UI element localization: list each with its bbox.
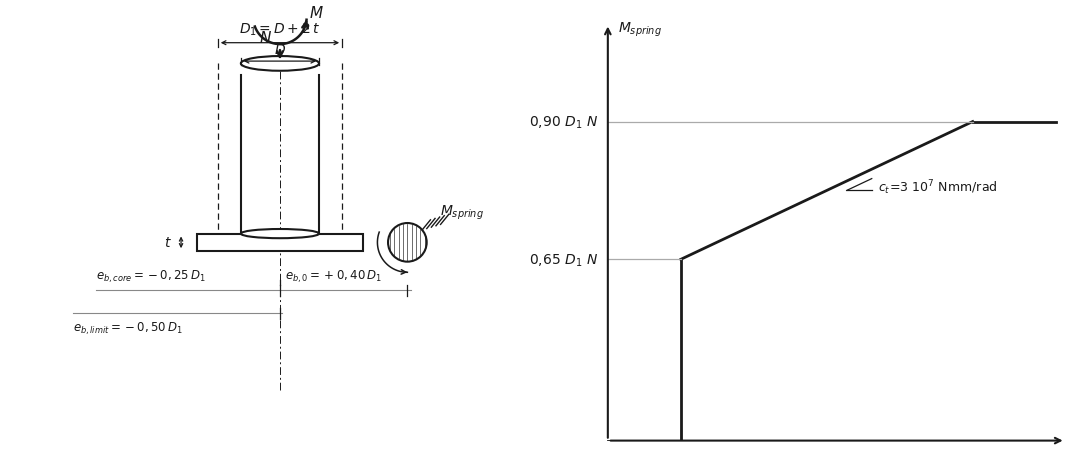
- Text: $N$: $N$: [259, 30, 272, 46]
- Text: $0{,}90\ D_1\ N$: $0{,}90\ D_1\ N$: [529, 114, 598, 130]
- Text: $c_t\!=\!3\ 10^7\ \mathrm{Nmm/rad}$: $c_t\!=\!3\ 10^7\ \mathrm{Nmm/rad}$: [878, 178, 999, 197]
- Text: $e_{b,limit}=-0,50\,D_1$: $e_{b,limit}=-0,50\,D_1$: [73, 320, 183, 336]
- Text: $e_{b,core}=-0,25\,D_1$: $e_{b,core}=-0,25\,D_1$: [96, 268, 206, 284]
- Text: $e_{b,0}=+0,40\,D_1$: $e_{b,0}=+0,40\,D_1$: [286, 268, 382, 284]
- Text: $D_1=D+2\,t$: $D_1=D+2\,t$: [239, 22, 321, 38]
- Text: $M_{spring}$: $M_{spring}$: [441, 203, 484, 222]
- Ellipse shape: [240, 230, 319, 239]
- Text: $M$: $M$: [309, 5, 324, 21]
- Text: $M_{spring}$: $M_{spring}$: [617, 21, 662, 39]
- Bar: [197, 234, 363, 252]
- Text: $t$: $t$: [165, 236, 172, 250]
- Ellipse shape: [240, 57, 319, 72]
- Circle shape: [388, 224, 427, 262]
- Text: $D$: $D$: [274, 44, 286, 57]
- Text: $0{,}65\ D_1\ N$: $0{,}65\ D_1\ N$: [529, 252, 598, 268]
